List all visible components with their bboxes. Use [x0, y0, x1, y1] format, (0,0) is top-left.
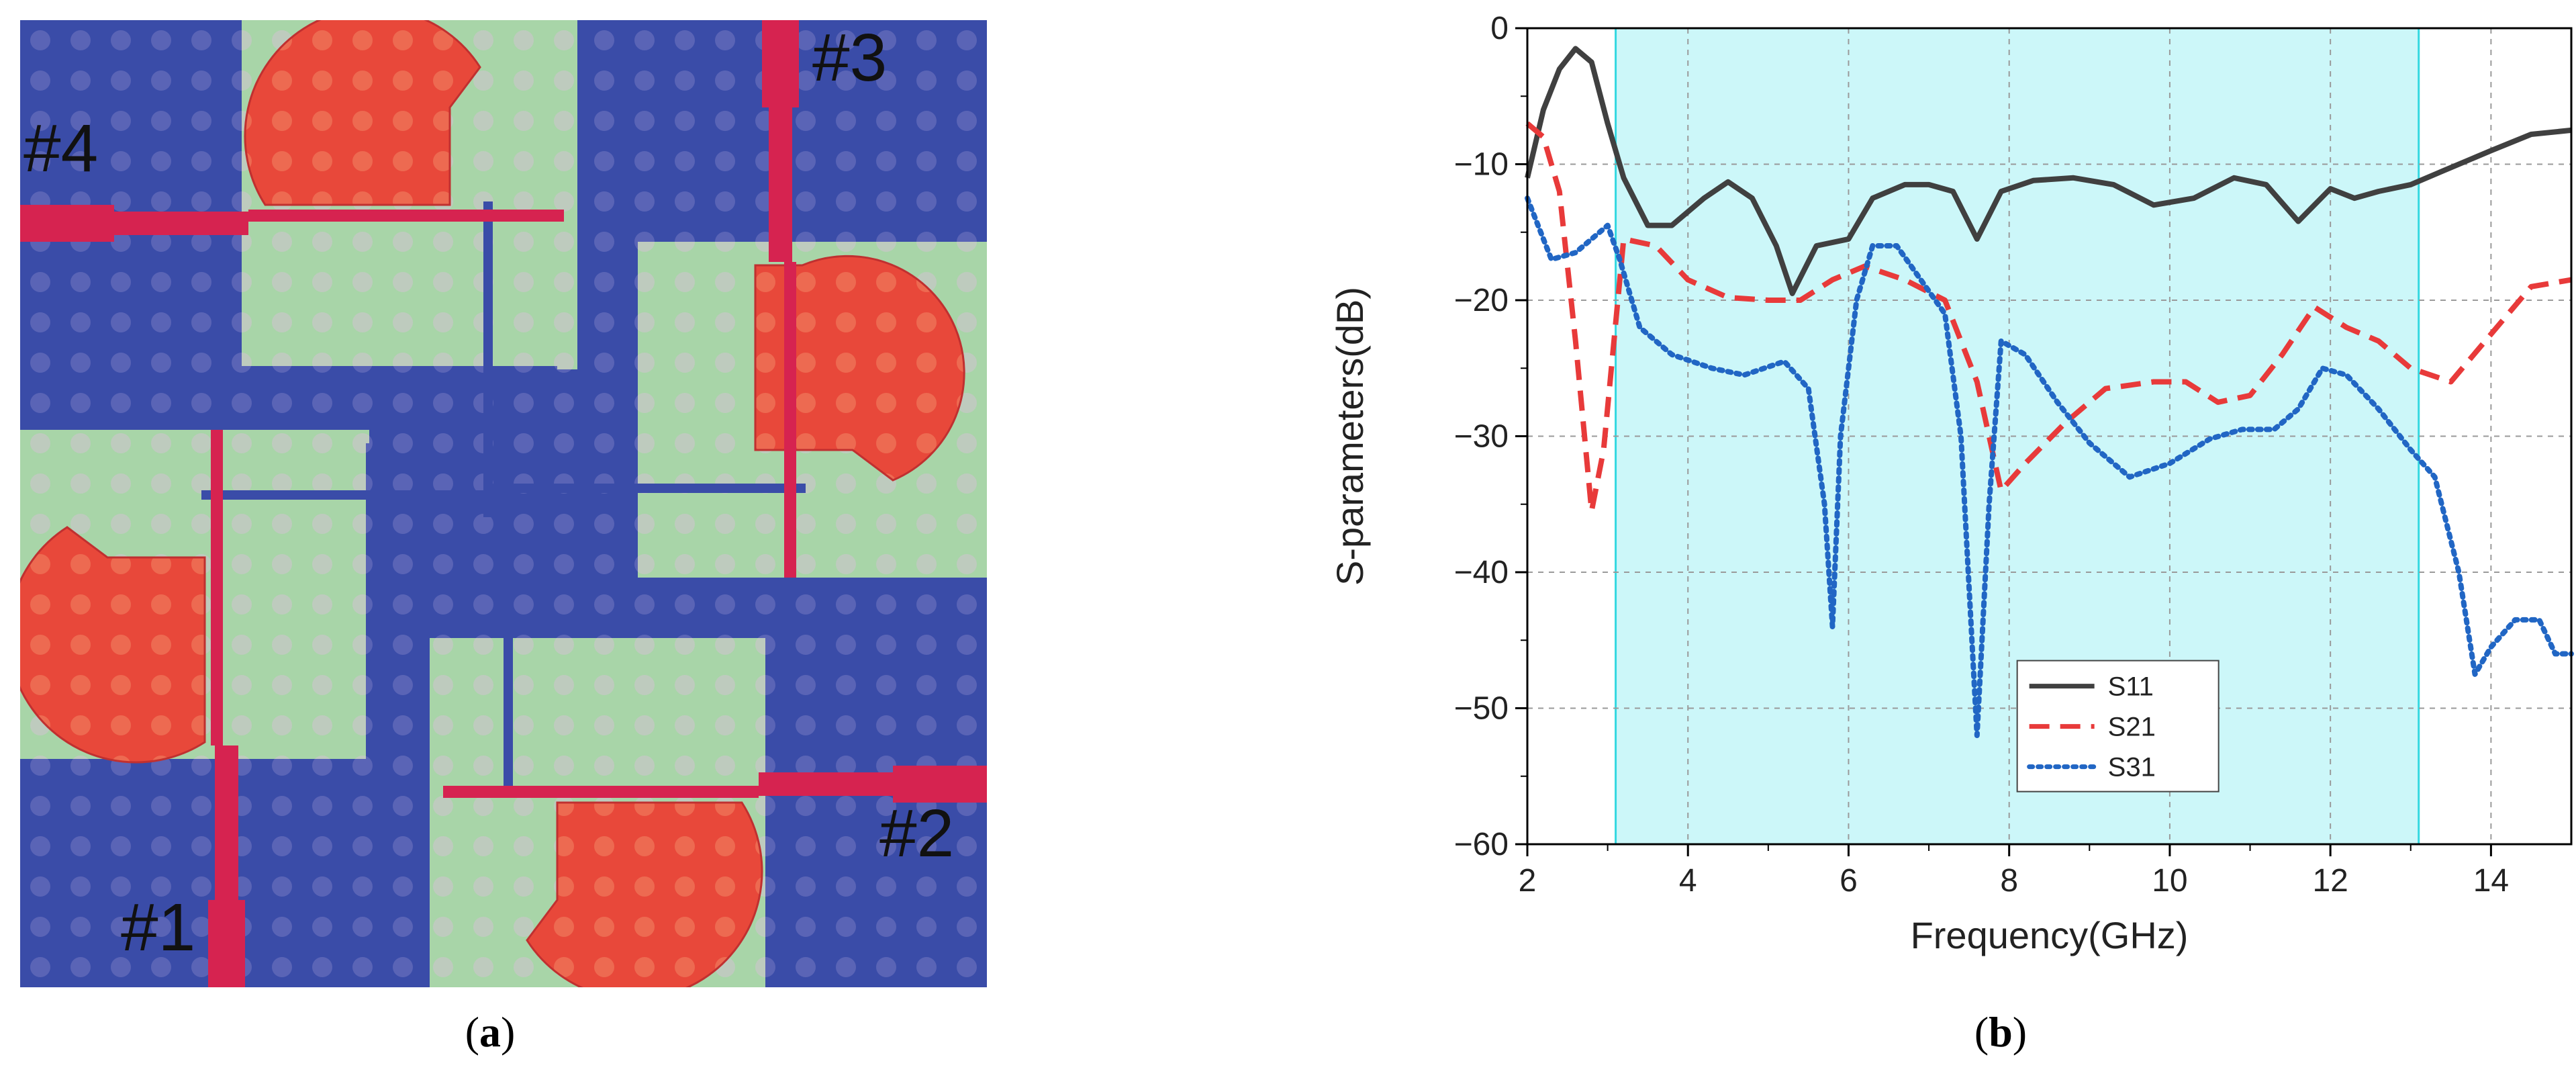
x-tick-label: 14 [2473, 863, 2509, 899]
feed-port-2 [893, 766, 987, 803]
axis-ticks: 2 4 6 8 10 12 14 0 −10 −20 −30 −40 −50 −60 [1454, 11, 2510, 899]
coupling-line-v2 [504, 490, 513, 793]
ground-strip-top [577, 20, 638, 551]
series-line-s11 [1525, 46, 2572, 296]
feed-stub-4 [248, 210, 564, 222]
y-tick-label: −20 [1454, 283, 1509, 318]
feed-port-1 [208, 900, 245, 987]
legend-box [2016, 660, 2220, 793]
series-line-s31 [1525, 195, 2574, 738]
feed-port-3 [762, 20, 799, 107]
legend-label-s31: S31 [2108, 753, 2156, 782]
caption-a-letter: a [479, 1008, 501, 1056]
patch-right [754, 255, 965, 482]
coupling-line-v1 [483, 201, 493, 517]
feed-stub-2 [443, 786, 759, 798]
x-tick-label: 8 [2000, 863, 2018, 899]
x-axis-title: Frequency(GHz) [1911, 914, 2189, 956]
y-tick-label: −60 [1454, 827, 1509, 862]
legend: S11 S21 S31 [2016, 660, 2220, 793]
grid-lines [1527, 28, 2571, 844]
feed-line-3 [769, 107, 792, 262]
s-parameter-chart-panel: 2 4 6 8 10 12 14 0 −10 −20 −30 −40 −50 −60 Frequency(… [1262, 0, 2576, 1021]
feed-line-4 [114, 212, 248, 235]
port-label-3: #3 [812, 20, 887, 95]
series-line-s21 [1525, 121, 2572, 514]
y-tick-label: −40 [1454, 555, 1509, 590]
port-label-2: #2 [879, 796, 954, 871]
patch-left [7, 526, 206, 764]
y-tick-label: −30 [1454, 419, 1509, 455]
caption-a: (a) [465, 1008, 516, 1056]
x-tick-label: 10 [2152, 863, 2187, 899]
feed-port-4 [20, 205, 114, 242]
y-axis-title: S-parameters(dB) [1329, 287, 1371, 586]
antenna-layout-panel: #1 #2 #3 #4 [7, 7, 987, 1000]
legend-label-s11: S11 [2108, 672, 2154, 702]
caption-b-letter: b [1989, 1008, 2013, 1056]
ground-strip-right [450, 578, 987, 638]
y-tick-label: 0 [1490, 11, 1509, 46]
patch-bottom [526, 801, 763, 1000]
ground-strip-bottom [366, 443, 430, 987]
s-parameter-chart: 2 4 6 8 10 12 14 0 −10 −20 −30 −40 −50 −60 Frequency(… [1329, 11, 2574, 956]
series-lines [1525, 46, 2574, 738]
port-label-1: #1 [121, 890, 195, 965]
legend-label-s21: S21 [2108, 713, 2156, 742]
caption-b: (b) [1974, 1008, 2028, 1056]
patch-top [244, 7, 481, 206]
feed-stub-1 [211, 430, 223, 745]
y-tick-label: −50 [1454, 691, 1509, 727]
x-tick-label: 6 [1840, 863, 1858, 899]
x-tick-label: 2 [1519, 863, 1537, 899]
y-tick-label: −10 [1454, 147, 1509, 183]
antenna-layout-figure: #1 #2 #3 #4 [7, 7, 987, 1000]
coupling-line-h1 [201, 490, 510, 500]
feed-line-2 [759, 772, 893, 796]
port-label-4: #4 [23, 111, 98, 186]
feed-stub-3 [784, 262, 796, 578]
feed-line-1 [215, 745, 238, 900]
x-tick-label: 12 [2312, 863, 2348, 899]
coupling-line-h2 [490, 484, 806, 493]
x-tick-label: 4 [1679, 863, 1697, 899]
ground-strip-left [20, 366, 557, 430]
